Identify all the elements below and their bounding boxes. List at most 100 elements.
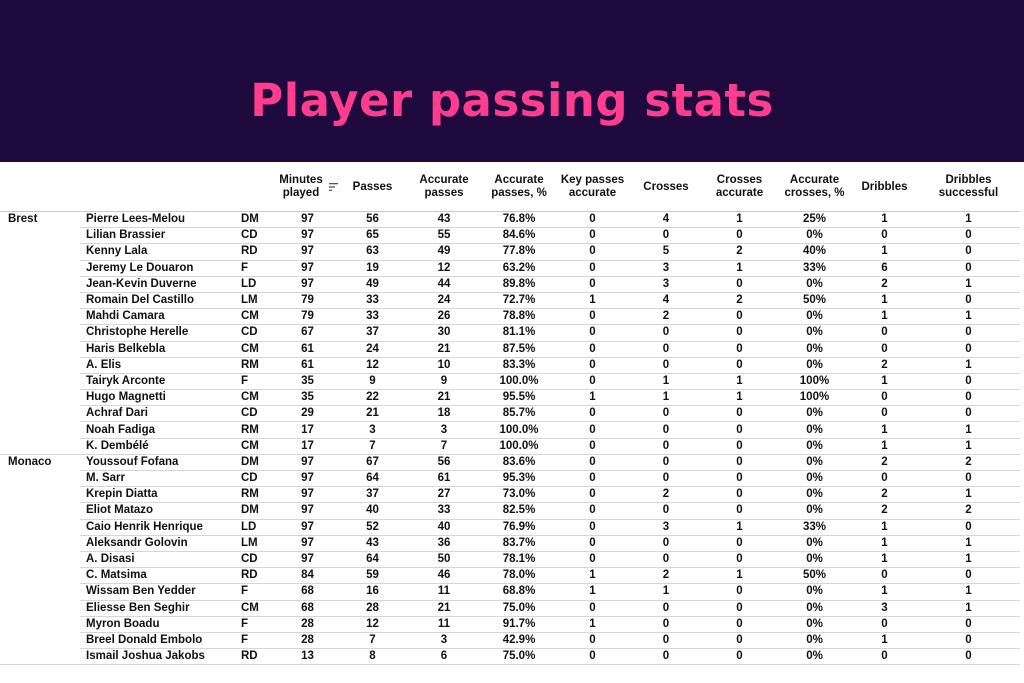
dribbles-cell: 2 [852, 486, 917, 504]
crosses-accurate-cell: 1 [702, 211, 777, 229]
dribbles-header: Dribbles [852, 163, 917, 212]
table-row: Romain Del Castillo LM 79 33 24 72.7% 1 4 2 50% 1 0 [0, 292, 1020, 310]
minutes-cell: 13 [275, 648, 340, 666]
sort-descending-icon[interactable] [329, 183, 338, 191]
table-row: Tairyk Arconte F 35 9 9 100.0% 0 1 1 100% 1 0 [0, 373, 1020, 391]
key-passes-cell: 0 [555, 341, 630, 358]
crosses-cell: 0 [630, 551, 702, 569]
accurate-passes-pct-cell: 75.0% [483, 648, 555, 666]
minutes-cell: 68 [275, 583, 340, 601]
crosses-cell: 0 [630, 616, 702, 633]
accurate-passes-cell: 36 [405, 535, 483, 552]
team-name [0, 309, 80, 325]
crosses-accurate-cell: 0 [702, 357, 777, 374]
accurate-passes-pct-cell: 83.3% [483, 357, 555, 374]
minutes-cell: 28 [275, 616, 340, 633]
position: RD [237, 648, 275, 666]
accurate-passes-cell: 21 [405, 341, 483, 358]
crosses-accurate-cell: 1 [702, 389, 777, 407]
dribbles-successful-cell: 1 [917, 357, 1020, 374]
passing-stats-table: Minutes played Passes Accurate passes Ac… [0, 163, 1020, 666]
dribbles-successful-cell: 1 [917, 486, 1020, 504]
team-name [0, 568, 80, 584]
key-passes-cell: 0 [555, 324, 630, 342]
player-name: Eliesse Ben Seghir [80, 600, 237, 617]
crosses-cell: 0 [630, 648, 702, 666]
key-passes-cell: 0 [555, 535, 630, 552]
table-row: A. Disasi CD 97 64 50 78.1% 0 0 0 0% 1 1 [0, 551, 1020, 569]
accurate-passes-cell: 56 [405, 454, 483, 472]
key-passes-cell: 0 [555, 648, 630, 666]
passes-cell: 22 [340, 389, 405, 407]
dribbles-successful-cell: 0 [917, 341, 1020, 358]
dribbles-cell: 2 [852, 454, 917, 472]
accurate-passes-pct-cell: 83.7% [483, 535, 555, 552]
dribbles-cell: 1 [852, 632, 917, 650]
table-row: A. Elis RM 61 12 10 83.3% 0 0 0 0% 2 1 [0, 357, 1020, 374]
minutes-cell: 97 [275, 454, 340, 472]
player-name: Youssouf Fofana [80, 454, 237, 472]
crosses-cell: 0 [630, 341, 702, 358]
minutes-header[interactable]: Minutes played [275, 163, 340, 212]
crosses-accurate-cell: 0 [702, 421, 777, 439]
crosses-pct-cell: 100% [777, 373, 852, 391]
player-name: Eliot Matazo [80, 502, 237, 520]
passes-cell: 28 [340, 600, 405, 617]
crosses-cell: 4 [630, 292, 702, 310]
dribbles-successful-cell: 1 [917, 535, 1020, 552]
passes-cell: 3 [340, 421, 405, 439]
crosses-accurate-cell: 2 [702, 243, 777, 261]
accurate-passes-cell: 21 [405, 389, 483, 407]
player-name: Achraf Dari [80, 405, 237, 423]
key-passes-cell: 0 [555, 357, 630, 374]
position: CD [237, 551, 275, 569]
accurate-passes-pct-cell: 100.0% [483, 373, 555, 391]
dribbles-cell: 1 [852, 211, 917, 229]
player-name: Noah Fadiga [80, 421, 237, 439]
position: CD [237, 405, 275, 423]
accurate-passes-pct-cell: 42.9% [483, 632, 555, 650]
crosses-accurate-cell: 1 [702, 260, 777, 277]
dribbles-successful-cell: 0 [917, 519, 1020, 536]
crosses-pct-cell: 50% [777, 567, 852, 585]
accurate-passes-header: Accurate passes [405, 163, 483, 212]
crosses-accurate-cell: 0 [702, 438, 777, 455]
crosses-pct-cell: 0% [777, 276, 852, 293]
crosses-pct-cell: 0% [777, 324, 852, 342]
crosses-accurate-cell: 0 [702, 600, 777, 617]
passes-cell: 67 [340, 454, 405, 472]
accurate-passes-cell: 44 [405, 276, 483, 293]
accurate-passes-pct-cell: 73.0% [483, 486, 555, 504]
dribbles-cell: 0 [852, 567, 917, 585]
crosses-pct-cell: 0% [777, 648, 852, 666]
dribbles-cell: 0 [852, 648, 917, 666]
player-name: C. Matsima [80, 567, 237, 585]
accurate-passes-pct-cell: 72.7% [483, 292, 555, 310]
crosses-pct-cell: 0% [777, 616, 852, 633]
minutes-cell: 97 [275, 519, 340, 536]
crosses-accurate-cell: 0 [702, 502, 777, 520]
team-name: Brest [8, 213, 38, 226]
player-name: Kenny Lala [80, 243, 237, 261]
minutes-cell: 79 [275, 308, 340, 326]
position-header [237, 163, 275, 212]
passes-cell: 24 [340, 341, 405, 358]
team-name: Monaco [8, 456, 52, 469]
table-row: Hugo Magnetti CM 35 22 21 95.5% 1 1 1 100% 0 0 [0, 389, 1020, 407]
key-passes-cell: 0 [555, 454, 630, 472]
minutes-cell: 97 [275, 470, 340, 488]
minutes-cell: 35 [275, 373, 340, 391]
crosses-pct-cell: 0% [777, 438, 852, 455]
table-row: Aleksandr Golovin LM 97 43 36 83.7% 0 0 0 0% 1 1 [0, 535, 1020, 552]
crosses-header: Crosses [630, 163, 702, 212]
player-name: K. Dembélé [80, 438, 237, 455]
crosses-accurate-header: Crosses accurate [702, 163, 777, 212]
position: LM [237, 535, 275, 552]
dribbles-successful-cell: 2 [917, 454, 1020, 472]
minutes-cell: 61 [275, 357, 340, 374]
team-header [0, 163, 80, 212]
crosses-cell: 0 [630, 470, 702, 488]
passes-cell: 40 [340, 502, 405, 520]
crosses-accurate-cell: 0 [702, 616, 777, 633]
passes-cell: 63 [340, 243, 405, 261]
